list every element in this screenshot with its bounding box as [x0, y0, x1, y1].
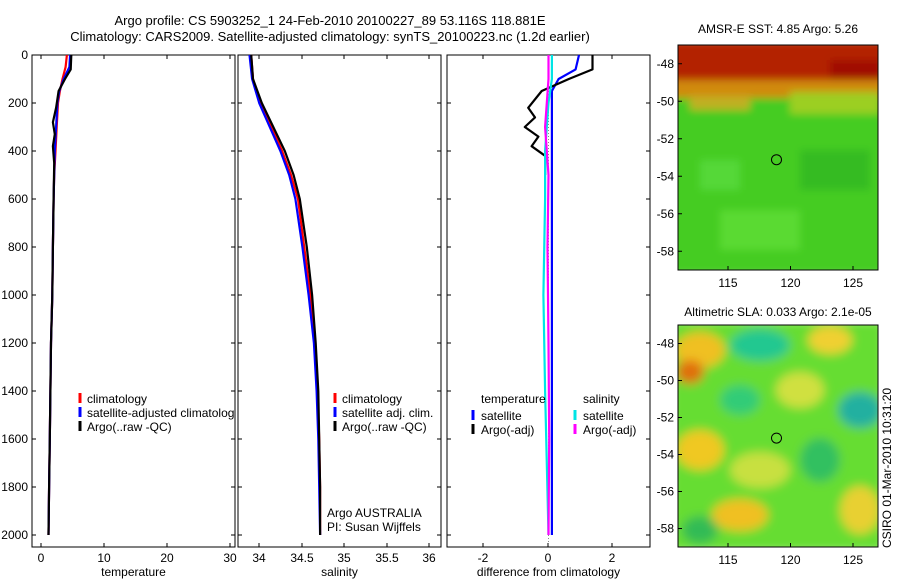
- y-tick-label: 200: [8, 96, 28, 110]
- y-tick-label: 1400: [1, 384, 28, 398]
- x-axis-label: difference from climatology: [477, 565, 620, 579]
- plot-frame: [31, 54, 236, 548]
- x-tick-label: 10: [97, 551, 111, 565]
- sst-map: AMSR-E SST: 4.85 Argo: 5.26: [677, 22, 879, 271]
- salinity-panel: 34 34.5 35 35.5 36 salinity climatologysatelli…: [237, 54, 442, 579]
- map-x-tick-label: 115: [718, 553, 737, 567]
- series-line: [542, 55, 554, 536]
- x-tick-label: 34.5: [290, 551, 314, 565]
- sst-map-title: AMSR-E SST: 4.85 Argo: 5.26: [698, 22, 858, 36]
- y-tick-label: 400: [8, 144, 28, 158]
- figure-title-line-2: Climatology: CARS2009. Satellite-adjuste…: [70, 29, 590, 44]
- series-line: [250, 54, 322, 535]
- legend-label: Argo(..raw -QC): [342, 420, 427, 434]
- y-tick-label: 2000: [1, 528, 28, 542]
- x-tick-label: 34: [252, 551, 266, 565]
- sla-map-title: Altimetric SLA: 0.033 Argo: 2.1e-05: [684, 305, 872, 319]
- map-y-tick-label: -56: [657, 207, 675, 221]
- legend-label: Argo(-adj): [583, 423, 636, 437]
- legend-label: satellite: [583, 409, 624, 423]
- map-y-tick-label: -50: [657, 374, 675, 388]
- x-tick-label: 0: [38, 551, 45, 565]
- temperature-panel: 0 200 400 600 800 1000 1200 1400 1600 1800 2000 0 10…: [1, 48, 237, 579]
- sla-argo-location-marker: [771, 432, 782, 444]
- x-tick-label: 30: [223, 551, 237, 565]
- y-tick-label: 800: [8, 240, 28, 254]
- legend-label: climatology: [342, 392, 402, 406]
- legend-label: climatology: [87, 392, 147, 406]
- legend-group-title: salinity: [583, 392, 620, 406]
- csiro-timestamp-label: CSIRO 01-Mar-2010 10:31:20: [880, 388, 894, 548]
- series-line: [543, 55, 551, 536]
- series-line: [47, 54, 73, 536]
- map-x-tick-label: 120: [780, 553, 800, 567]
- map-x-tick-label: 125: [843, 553, 863, 567]
- x-tick-label: -2: [478, 551, 489, 565]
- x-tick-label: 35: [337, 551, 351, 565]
- map-y-tick-label: -48: [657, 57, 675, 71]
- x-tick-label: 0: [545, 551, 552, 565]
- argo-annotation: PI: Susan Wijffels: [327, 520, 421, 534]
- y-tick-label: 600: [8, 192, 28, 206]
- x-tick-label: 35.5: [375, 551, 399, 565]
- y-tick-label: 1800: [1, 480, 28, 494]
- y-tick-label: 0: [21, 48, 28, 62]
- map-axes: -48 -50 -52 -54 -56 -58 115 120 125 -48 -50 -52 -54 -…: [657, 57, 864, 567]
- map-y-tick-label: -58: [657, 244, 675, 258]
- map-y-tick-label: -50: [657, 94, 675, 108]
- series-line: [523, 55, 594, 175]
- argo-annotation: Argo AUSTRALIA: [327, 506, 422, 520]
- map-y-tick-label: -58: [657, 522, 675, 536]
- map-y-tick-label: -56: [657, 485, 675, 499]
- map-y-tick-label: -54: [657, 448, 675, 462]
- x-axis-label: temperature: [101, 565, 166, 579]
- sla-map: Altimetric SLA: 0.033 Argo: 2.1e-05: [677, 305, 879, 548]
- x-tick-label: 2: [609, 551, 616, 565]
- legend-label: Argo(..raw -QC): [87, 420, 172, 434]
- legend-group-title: temperature: [481, 392, 546, 406]
- x-tick-label: 20: [160, 551, 174, 565]
- map-x-tick-label: 115: [718, 276, 737, 290]
- legend-label: satellite adj. clim.: [342, 406, 433, 420]
- y-tick-label: 1200: [1, 336, 28, 350]
- map-x-tick-label: 120: [780, 276, 800, 290]
- plot-frame: [237, 54, 442, 548]
- map-y-tick-label: -52: [657, 411, 675, 425]
- figure-title-line-1: Argo profile: CS 5903252_1 24-Feb-2010 2…: [114, 13, 546, 28]
- y-tick-label: 1600: [1, 432, 28, 446]
- x-axis-label: salinity: [321, 565, 358, 579]
- legend-label: satellite: [481, 409, 522, 423]
- sst-argo-location-marker: [771, 154, 782, 166]
- x-tick-label: 36: [422, 551, 436, 565]
- map-x-tick-label: 125: [843, 276, 863, 290]
- legend-label: satellite-adjusted climatolog: [87, 406, 234, 420]
- map-y-tick-label: -52: [657, 132, 675, 146]
- map-y-tick-label: -54: [657, 169, 675, 183]
- series-line: [550, 54, 581, 535]
- y-tick-label: 1000: [1, 288, 28, 302]
- map-y-tick-label: -48: [657, 337, 675, 351]
- legend-label: Argo(-adj): [481, 423, 534, 437]
